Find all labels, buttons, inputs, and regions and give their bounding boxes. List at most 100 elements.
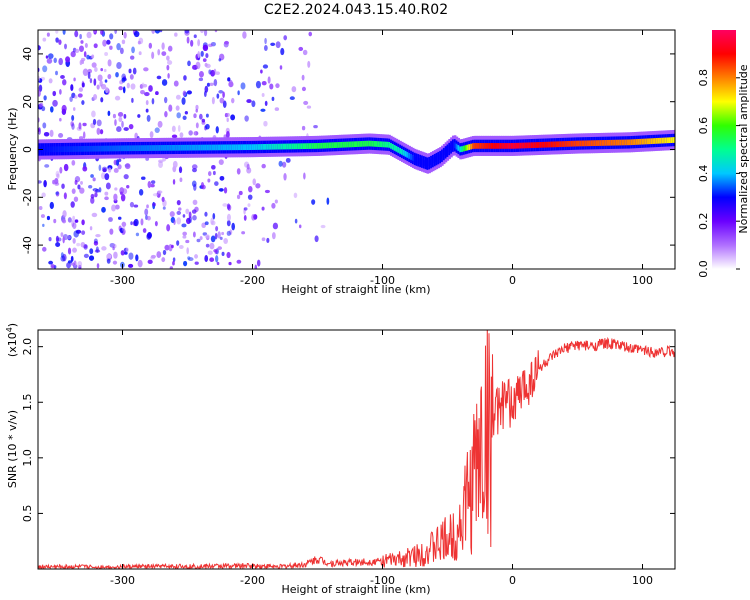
spectrogram-speckle [211,164,216,170]
spectrogram-speckle [112,244,117,249]
spectrogram-ridge-cell [304,143,308,150]
spectrogram-speckle [105,182,111,190]
spectrogram-ridge-cell [198,144,202,151]
spectrogram-speckle [204,211,208,217]
spectrogram-speckle [156,75,162,80]
spectrogram-speckle [104,173,110,181]
spectrogram-speckle [203,30,208,37]
spectrogram-speckle [226,131,230,139]
spectrogram-speckle [166,224,171,232]
spectrogram-ridge-cell [162,145,166,151]
spectrogram-ridge-cell [604,140,608,146]
spectrogram-ridge-cell [388,141,391,148]
spectrogram-ridge-cell [444,149,448,156]
spectrogram-ridge-cell [639,138,643,145]
spectrogram-speckle [67,247,72,255]
spectrogram-ridge-cell [366,140,370,147]
spectrogram-ridge-cell [539,142,542,148]
spectrogram-ridge-cell [530,142,533,149]
spectrogram-speckle [172,260,175,266]
spectrogram-ridge-cell [284,143,288,150]
spectrogram-ridge-cell [415,156,419,163]
spectrogram-ridge-cell [233,144,237,151]
spectrogram-speckle [62,79,67,86]
spectrogram-speckle [55,70,58,76]
spectrogram-speckle [80,40,84,44]
spectrogram-speckle [193,113,197,119]
snr-x-label: Height of straight line (km) [281,583,430,596]
spectrogram-speckle [53,218,57,224]
spectrogram-ridge-cell [53,146,56,153]
spectrogram-speckle [313,125,318,129]
spectrogram-speckle [182,231,187,236]
spectrogram-ridge-cell [390,142,393,149]
spectrogram-ridge-cell [137,145,140,152]
spectrogram-ridge-cell [186,144,189,151]
snr-y-multiplier-base: (x10 [6,332,19,357]
spectrogram-speckle [138,51,142,56]
spectrogram-ridge-cell [668,137,672,144]
spectrogram-speckle [62,219,67,224]
spectrogram-ridge-cell [120,145,124,152]
spectrogram-speckle [58,132,64,138]
spectrogram-speckle [211,96,215,105]
spectrogram-speckle [177,125,181,132]
spectrogram-speckle [120,250,125,256]
spectrogram-speckle [93,94,98,100]
spectrogram-speckle [123,251,128,255]
spectrogram-ridge-cell [646,138,650,145]
spectrogram-ridge-cell [306,143,309,149]
spectrogram-speckle [141,176,146,180]
spectrogram-speckle [173,80,179,87]
spectrogram-speckle [214,232,218,240]
spectrogram-ridge-cell [293,143,297,150]
spectrogram-ridge-cell [608,139,612,146]
spectrogram-ridge-cell [215,144,218,151]
spectrogram-speckle [42,246,47,252]
spectrogram-speckle [242,31,247,39]
spectrogram-ridge-cell [410,154,413,160]
spectrogram-ridge-cell [501,143,504,149]
spectrogram-speckle [195,61,201,70]
spectrogram-speckle [77,93,83,98]
spectrogram-speckle [307,60,311,68]
spectrogram-ridge-cell [149,145,153,151]
spectrogram-speckle [301,74,305,81]
spectrogram-ridge-cell [424,160,428,166]
spectrogram-speckle [42,37,47,42]
spectrogram-speckle [207,178,211,183]
spectrogram-speckle [118,86,123,91]
spectrogram-speckle [272,222,279,230]
spectrogram-speckle [261,237,266,242]
spectrogram-speckle [223,187,228,194]
spectrogram-speckle [150,254,157,259]
spectrogram-ridge-cell [528,142,531,149]
spectrogram-ridge-cell [49,146,53,153]
spectrogram-ridge-cell [157,145,160,151]
spectrogram-ridge-cell [331,142,335,149]
spectrogram-ridge-cell [459,146,462,153]
spectrogram-ridge-cell [357,141,360,147]
spectrogram-speckle [89,77,93,84]
spectrogram-ridge-cell [384,141,388,148]
spectrogram-speckle [91,62,97,68]
spectrogram-ridge-cell [133,145,137,152]
spectrogram-speckle [156,251,162,259]
spectrogram-speckle [204,221,209,226]
spectrogram-speckle [151,51,155,60]
spectrogram-speckle [261,93,265,98]
spectrogram-speckle [172,257,176,262]
spectrogram-speckle [145,100,149,106]
spectrogram-ridge-cell [313,143,317,149]
spectrogram-ridge-cell [451,142,455,149]
spectrogram-speckle [278,160,283,167]
spectrogram-speckle [204,254,209,263]
spectrogram-speckle [42,223,45,227]
spectrogram-ridge-cell [138,145,142,152]
spectrogram-speckle [303,172,306,180]
spectrogram-ridge-cell [377,141,380,147]
spectrogram-ridge-cell [60,146,64,153]
spectrogram-ridge-cell [532,142,535,149]
spectrogram-speckle [70,121,74,127]
spectrogram-speckle [209,82,214,87]
